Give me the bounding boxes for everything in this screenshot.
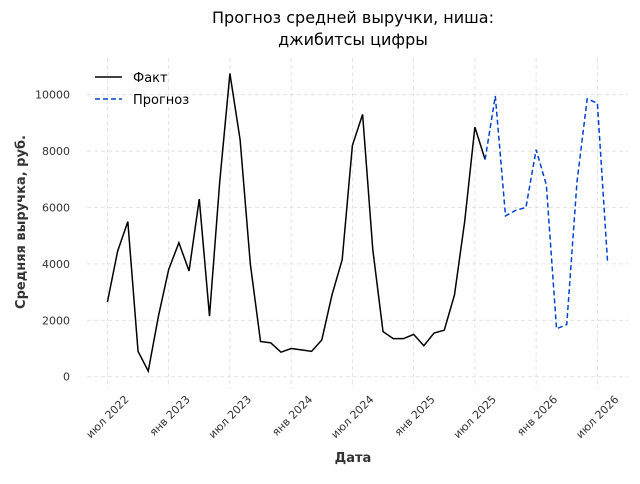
y-tick-label: 8000 [42, 145, 70, 158]
x-tick-label: янв 2023 [147, 393, 193, 439]
x-tick-label: июл 2024 [328, 393, 376, 441]
y-tick-label: 6000 [42, 201, 70, 214]
legend-label: Факт [133, 71, 168, 86]
y-tick-label: 4000 [42, 258, 70, 271]
chart-title: Прогноз средней выручки, ниша: [212, 8, 494, 27]
x-tick-label: июл 2025 [451, 393, 499, 441]
x-tick-label: янв 2024 [269, 393, 315, 439]
chart-title: джибитсы цифры [278, 30, 428, 49]
x-tick-label: июл 2023 [206, 393, 254, 441]
legend-label: Прогноз [133, 93, 189, 108]
x-tick-label: янв 2025 [392, 393, 438, 439]
x-tick-label: июл 2022 [83, 393, 131, 441]
y-tick-label: 10000 [35, 89, 70, 102]
x-axis-label: Дата [335, 451, 372, 466]
y-tick-label: 0 [63, 371, 70, 384]
x-tick-label: янв 2026 [514, 393, 560, 439]
line-series [106, 73, 486, 374]
y-tick-label: 2000 [42, 314, 70, 327]
x-tick-label: июл 2026 [573, 393, 621, 441]
line-series [484, 95, 609, 330]
y-axis-label: Средняя выручка, руб. [14, 135, 29, 309]
